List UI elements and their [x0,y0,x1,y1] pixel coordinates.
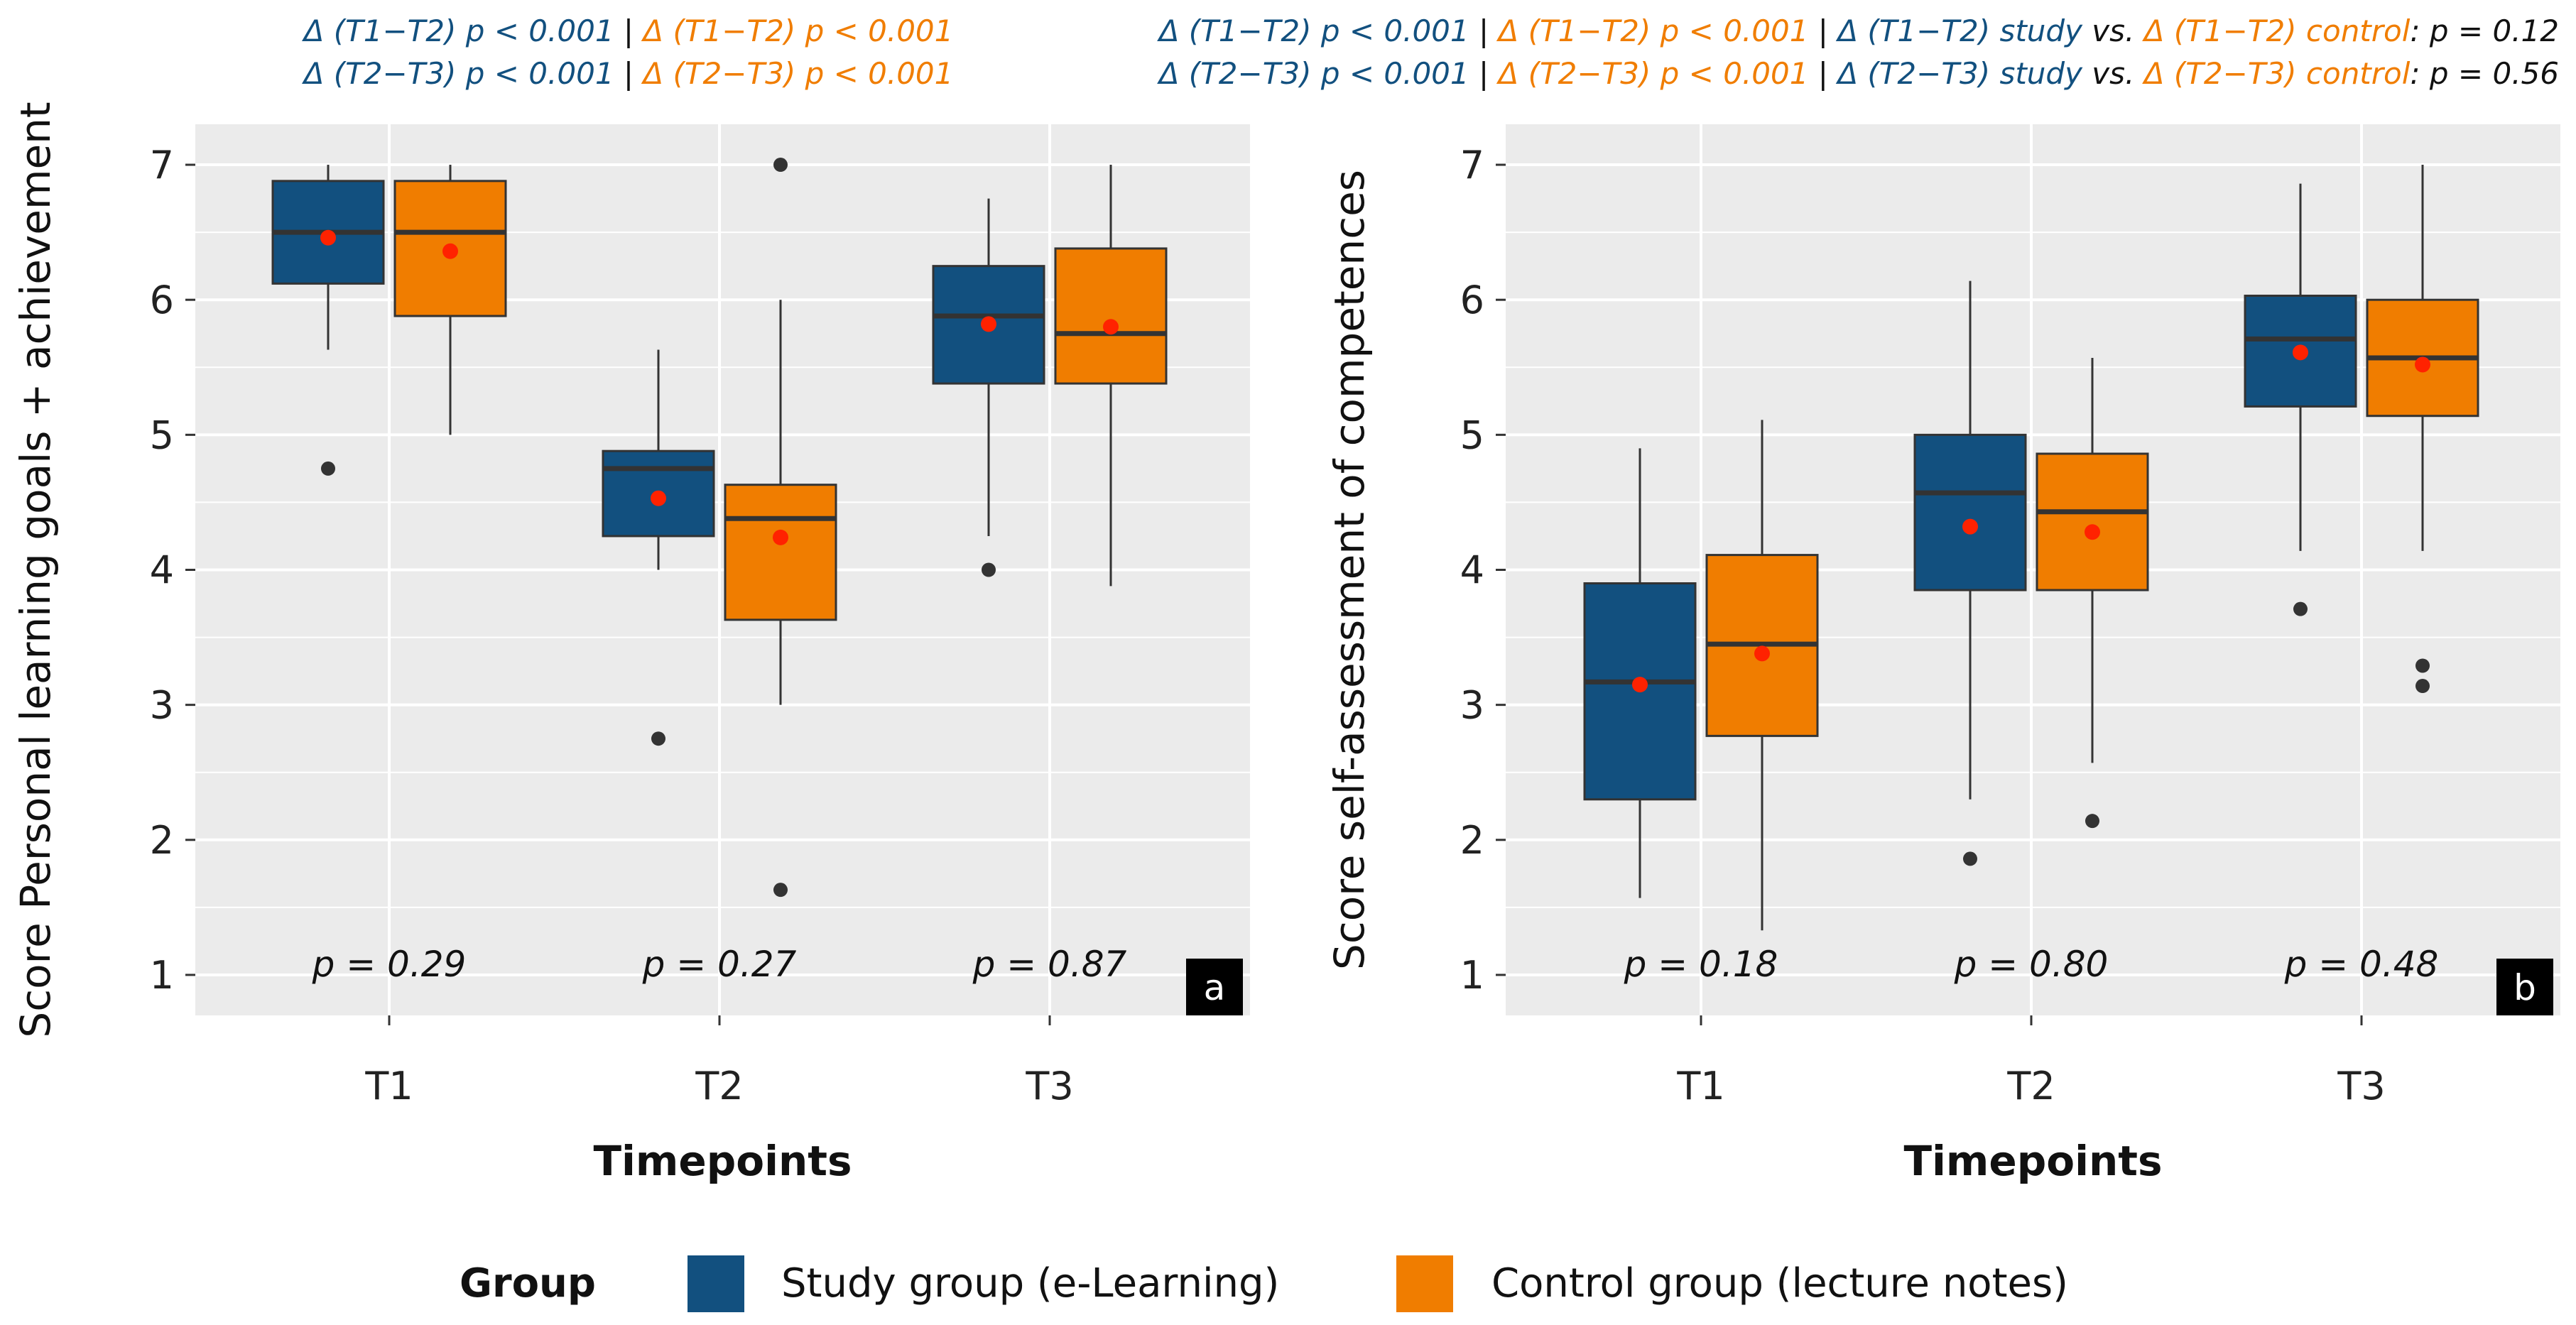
header-segment: Δ (T1−T2) p < 0.001 [641,13,953,48]
header-segment: Δ (T2−T3) p < 0.001 [1496,56,1809,91]
mean-point [773,529,788,545]
mean-point [2415,356,2430,373]
outlier-point [651,731,665,746]
header-segment: Δ (T2−T3) control [2142,56,2411,91]
y-tick-label: 1 [150,953,174,998]
x-axis-title: Timepoints [1903,1137,2162,1185]
header-segment: Δ (T2−T3) p < 0.001 [302,56,614,91]
header-segment: Δ (T1−T2) control [2142,13,2411,48]
panel-label-tag: b [2496,959,2553,1015]
legend-label-study: Study group (e-Learning) [781,1260,1279,1307]
legend-title: Group [460,1260,596,1307]
x-tick-label: T2 [2006,1064,2055,1108]
header-segment: : p = 0.12 [2410,13,2559,48]
y-tick-label: 5 [150,413,174,457]
outlier-point [2415,658,2430,673]
legend-swatch-study [688,1255,744,1312]
outlier-point [2085,814,2099,829]
outlier-point [1963,851,1977,866]
outlier-point [982,562,996,577]
panel-label-box [1186,959,1243,1015]
header-segment: Δ (T1−T2) p < 0.001 [1157,13,1469,48]
mean-point [2085,524,2100,540]
header-segment: | [1469,13,1499,48]
p-value-label: p = 0.80 [1954,944,2109,985]
header-segment: | [1808,13,1837,48]
p-value-label: p = 0.27 [642,944,797,985]
mean-point [1962,518,1978,535]
box-control [2036,452,2149,591]
y-tick-label: 4 [1460,548,1484,593]
header-segment: : p = 0.56 [2410,56,2559,91]
header-segment: | [1469,56,1499,91]
header-segment: | [614,13,643,48]
header-segment: vs. [2082,13,2144,48]
y-tick-label: 3 [150,683,174,728]
header-segment: Δ (T2−T3) study [1835,56,2083,91]
header-line-2: Δ (T2−T3) p < 0.001 | Δ (T2−T3) p < 0.00… [1157,56,2559,91]
y-tick-label: 2 [1460,818,1484,863]
y-tick-label: 4 [150,548,174,593]
x-tick-label: T3 [2337,1064,2385,1108]
box-study [1913,433,2027,591]
header-segment: Δ (T1−T2) study [1835,13,2083,48]
y-tick-label: 7 [150,143,174,187]
header-line-2: Δ (T2−T3) p < 0.001 | Δ (T2−T3) p < 0.00… [302,56,954,91]
panel-label: a [1204,967,1226,1008]
y-axis-title: Score self-assessment of competences [1325,170,1374,970]
header-line-1: Δ (T1−T2) p < 0.001 | Δ (T1−T2) p < 0.00… [302,13,954,48]
header-segment: Δ (T1−T2) p < 0.001 [1496,13,1809,48]
legend-swatch-control [1396,1255,1453,1312]
p-value-label: p = 0.29 [312,944,467,985]
header-segment: Δ (T1−T2) p < 0.001 [302,13,614,48]
panel-label: b [2513,967,2536,1008]
outlier-point [773,883,788,898]
x-tick-label: T3 [1025,1064,1073,1108]
panel-label-box [2496,959,2553,1015]
outlier-point [773,158,788,173]
y-tick-label: 1 [1460,953,1484,998]
box-study [1583,582,1697,801]
x-tick-label: T1 [364,1064,413,1108]
mean-point [981,316,996,332]
y-tick-label: 6 [150,278,174,322]
panel-label-tag: a [1186,959,1243,1015]
p-value-label: p = 0.87 [972,944,1127,985]
y-tick-label: 6 [1460,278,1484,322]
mean-point [1103,319,1119,335]
y-axis-title: Score Personal learning goals + achievem… [11,102,60,1037]
mean-point [320,229,336,246]
box-control [724,484,837,621]
mean-point [651,490,666,506]
mean-point [1632,677,1648,693]
y-tick-label: 3 [1460,683,1484,728]
mean-point [442,243,458,259]
mean-point [1754,645,1770,662]
y-tick-label: 7 [1460,143,1484,187]
x-tick-label: T1 [1676,1064,1724,1108]
legend-label-control: Control group (lecture notes) [1491,1260,2068,1307]
header-segment: Δ (T2−T3) p < 0.001 [641,56,953,91]
y-tick-label: 5 [1460,413,1484,457]
p-value-label: p = 0.48 [2284,944,2439,985]
header-segment: | [1808,56,1837,91]
p-value-label: p = 0.18 [1624,944,1778,985]
header-line-1: Δ (T1−T2) p < 0.001 | Δ (T1−T2) p < 0.00… [1157,13,2559,48]
panel-a: 1 2 3 4 5 6 7 T1 T2 T3 Timepoints Score Personal le… [11,13,1250,1185]
box-control [1054,247,1168,385]
outlier-point [321,461,335,476]
header-segment: Δ (T2−T3) p < 0.001 [1157,56,1469,91]
panel-b: 1 2 3 4 5 6 7 T1 T2 T3 Timepoints Score self-assess… [1157,13,2560,1185]
x-tick-label: T2 [695,1064,743,1108]
y-tick-label: 2 [150,818,174,863]
header-segment: vs. [2082,56,2144,91]
x-axis-title: Timepoints [593,1137,852,1185]
legend: Group Study group (e-Learning) Control g… [460,1255,2068,1312]
header-segment: | [614,56,643,91]
outlier-point [2415,679,2430,694]
mean-point [2293,344,2308,361]
outlier-point [2293,601,2308,616]
